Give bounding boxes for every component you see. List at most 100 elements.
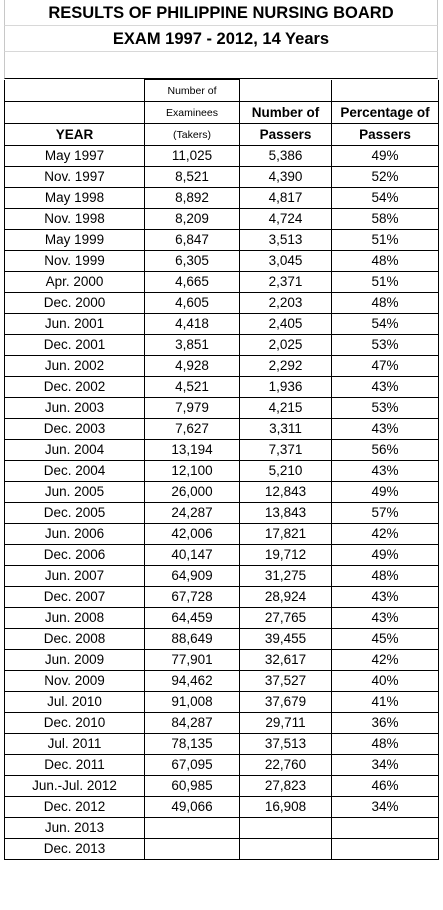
percentage-cell: 48% [331,250,439,272]
year-cell: Dec. 2004 [4,460,145,482]
table-body: May 1997 11,025 5,386 49% Nov. 1997 8,521 4,39… [4,145,439,860]
takers-cell: 49,066 [144,796,240,818]
percentage-cell: 53% [331,334,439,356]
takers-cell: 67,728 [144,586,240,608]
percentage-cell [331,838,439,860]
percentage-cell: 42% [331,649,439,671]
table-row: Jun. 2005 26,000 12,843 49% [4,481,439,503]
table-row: Jun. 2009 77,901 32,617 42% [4,649,439,671]
table-row: Jun. 2002 4,928 2,292 47% [4,355,439,377]
header-pct-line2: Passers [331,123,439,146]
passers-cell: 4,724 [239,208,332,230]
year-cell: Nov. 1999 [4,250,145,272]
takers-cell [144,838,240,860]
header-year-blank-2 [4,101,145,124]
passers-cell: 12,843 [239,481,332,503]
year-cell: Dec. 2002 [4,376,145,398]
passers-cell: 4,215 [239,397,332,419]
takers-cell: 88,649 [144,628,240,650]
passers-cell: 17,821 [239,523,332,545]
takers-cell: 8,892 [144,187,240,209]
year-cell: Dec. 2006 [4,544,145,566]
takers-cell: 8,521 [144,166,240,188]
percentage-cell: 51% [331,271,439,293]
table-row: Jun. 2008 64,459 27,765 43% [4,607,439,629]
takers-cell: 77,901 [144,649,240,671]
passers-cell: 1,936 [239,376,332,398]
passers-cell: 2,292 [239,355,332,377]
blank-row [4,52,438,79]
passers-cell [239,817,332,839]
header-passers-blank [239,79,332,102]
percentage-cell: 49% [331,145,439,167]
takers-cell: 26,000 [144,481,240,503]
passers-cell: 37,679 [239,691,332,713]
takers-cell: 6,305 [144,250,240,272]
year-cell: Dec. 2007 [4,586,145,608]
takers-cell: 4,418 [144,313,240,335]
table-row: Jul. 2010 91,008 37,679 41% [4,691,439,713]
year-cell: Jun. 2013 [4,817,145,839]
year-cell: Dec. 2008 [4,628,145,650]
percentage-cell: 47% [331,355,439,377]
takers-cell: 24,287 [144,502,240,524]
header-examinees-line1: Number of [144,79,240,102]
passers-cell: 2,405 [239,313,332,335]
percentage-cell: 43% [331,586,439,608]
passers-cell: 27,823 [239,775,332,797]
takers-cell: 12,100 [144,460,240,482]
year-cell: Jun. 2006 [4,523,145,545]
year-cell: Jun. 2005 [4,481,145,503]
passers-cell: 7,371 [239,439,332,461]
passers-cell: 27,765 [239,607,332,629]
table-row: Dec. 2002 4,521 1,936 43% [4,376,439,398]
year-cell: Dec. 2010 [4,712,145,734]
takers-cell: 7,979 [144,397,240,419]
header-passers-line2: Passers [239,123,332,146]
header-year: YEAR [4,123,145,146]
passers-cell: 4,817 [239,187,332,209]
percentage-cell: 48% [331,292,439,314]
table-row: May 1999 6,847 3,513 51% [4,229,439,251]
table-row: Jun.-Jul. 2012 60,985 27,823 46% [4,775,439,797]
passers-cell: 19,712 [239,544,332,566]
table-row: May 1998 8,892 4,817 54% [4,187,439,209]
percentage-cell: 43% [331,376,439,398]
takers-cell: 64,459 [144,607,240,629]
year-cell: Jun. 2003 [4,397,145,419]
percentage-cell: 46% [331,775,439,797]
header-pct-line1: Percentage of [331,101,439,124]
percentage-cell: 48% [331,733,439,755]
percentage-cell: 36% [331,712,439,734]
passers-cell: 3,045 [239,250,332,272]
header-row-2: Examinees Number of Percentage of [4,101,439,124]
percentage-cell: 48% [331,565,439,587]
year-cell: Dec. 2005 [4,502,145,524]
year-cell: Nov. 1997 [4,166,145,188]
table-row: Nov. 1997 8,521 4,390 52% [4,166,439,188]
passers-cell: 37,513 [239,733,332,755]
takers-cell: 4,521 [144,376,240,398]
percentage-cell: 34% [331,754,439,776]
takers-cell: 3,851 [144,334,240,356]
passers-cell: 2,371 [239,271,332,293]
year-cell: May 1997 [4,145,145,167]
percentage-cell: 53% [331,397,439,419]
title-line-2: EXAM 1997 - 2012, 14 Years [4,26,438,52]
year-cell: Jun. 2007 [4,565,145,587]
percentage-cell: 49% [331,544,439,566]
passers-cell: 31,275 [239,565,332,587]
takers-cell: 42,006 [144,523,240,545]
table-row: Jun. 2007 64,909 31,275 48% [4,565,439,587]
percentage-cell: 54% [331,187,439,209]
passers-cell: 13,843 [239,502,332,524]
table-row: Dec. 2006 40,147 19,712 49% [4,544,439,566]
year-cell: Dec. 2012 [4,796,145,818]
passers-cell: 2,203 [239,292,332,314]
percentage-cell: 56% [331,439,439,461]
table-row: Jun. 2006 42,006 17,821 42% [4,523,439,545]
percentage-cell: 49% [331,481,439,503]
percentage-cell: 43% [331,460,439,482]
percentage-cell: 54% [331,313,439,335]
table-row: Jul. 2011 78,135 37,513 48% [4,733,439,755]
